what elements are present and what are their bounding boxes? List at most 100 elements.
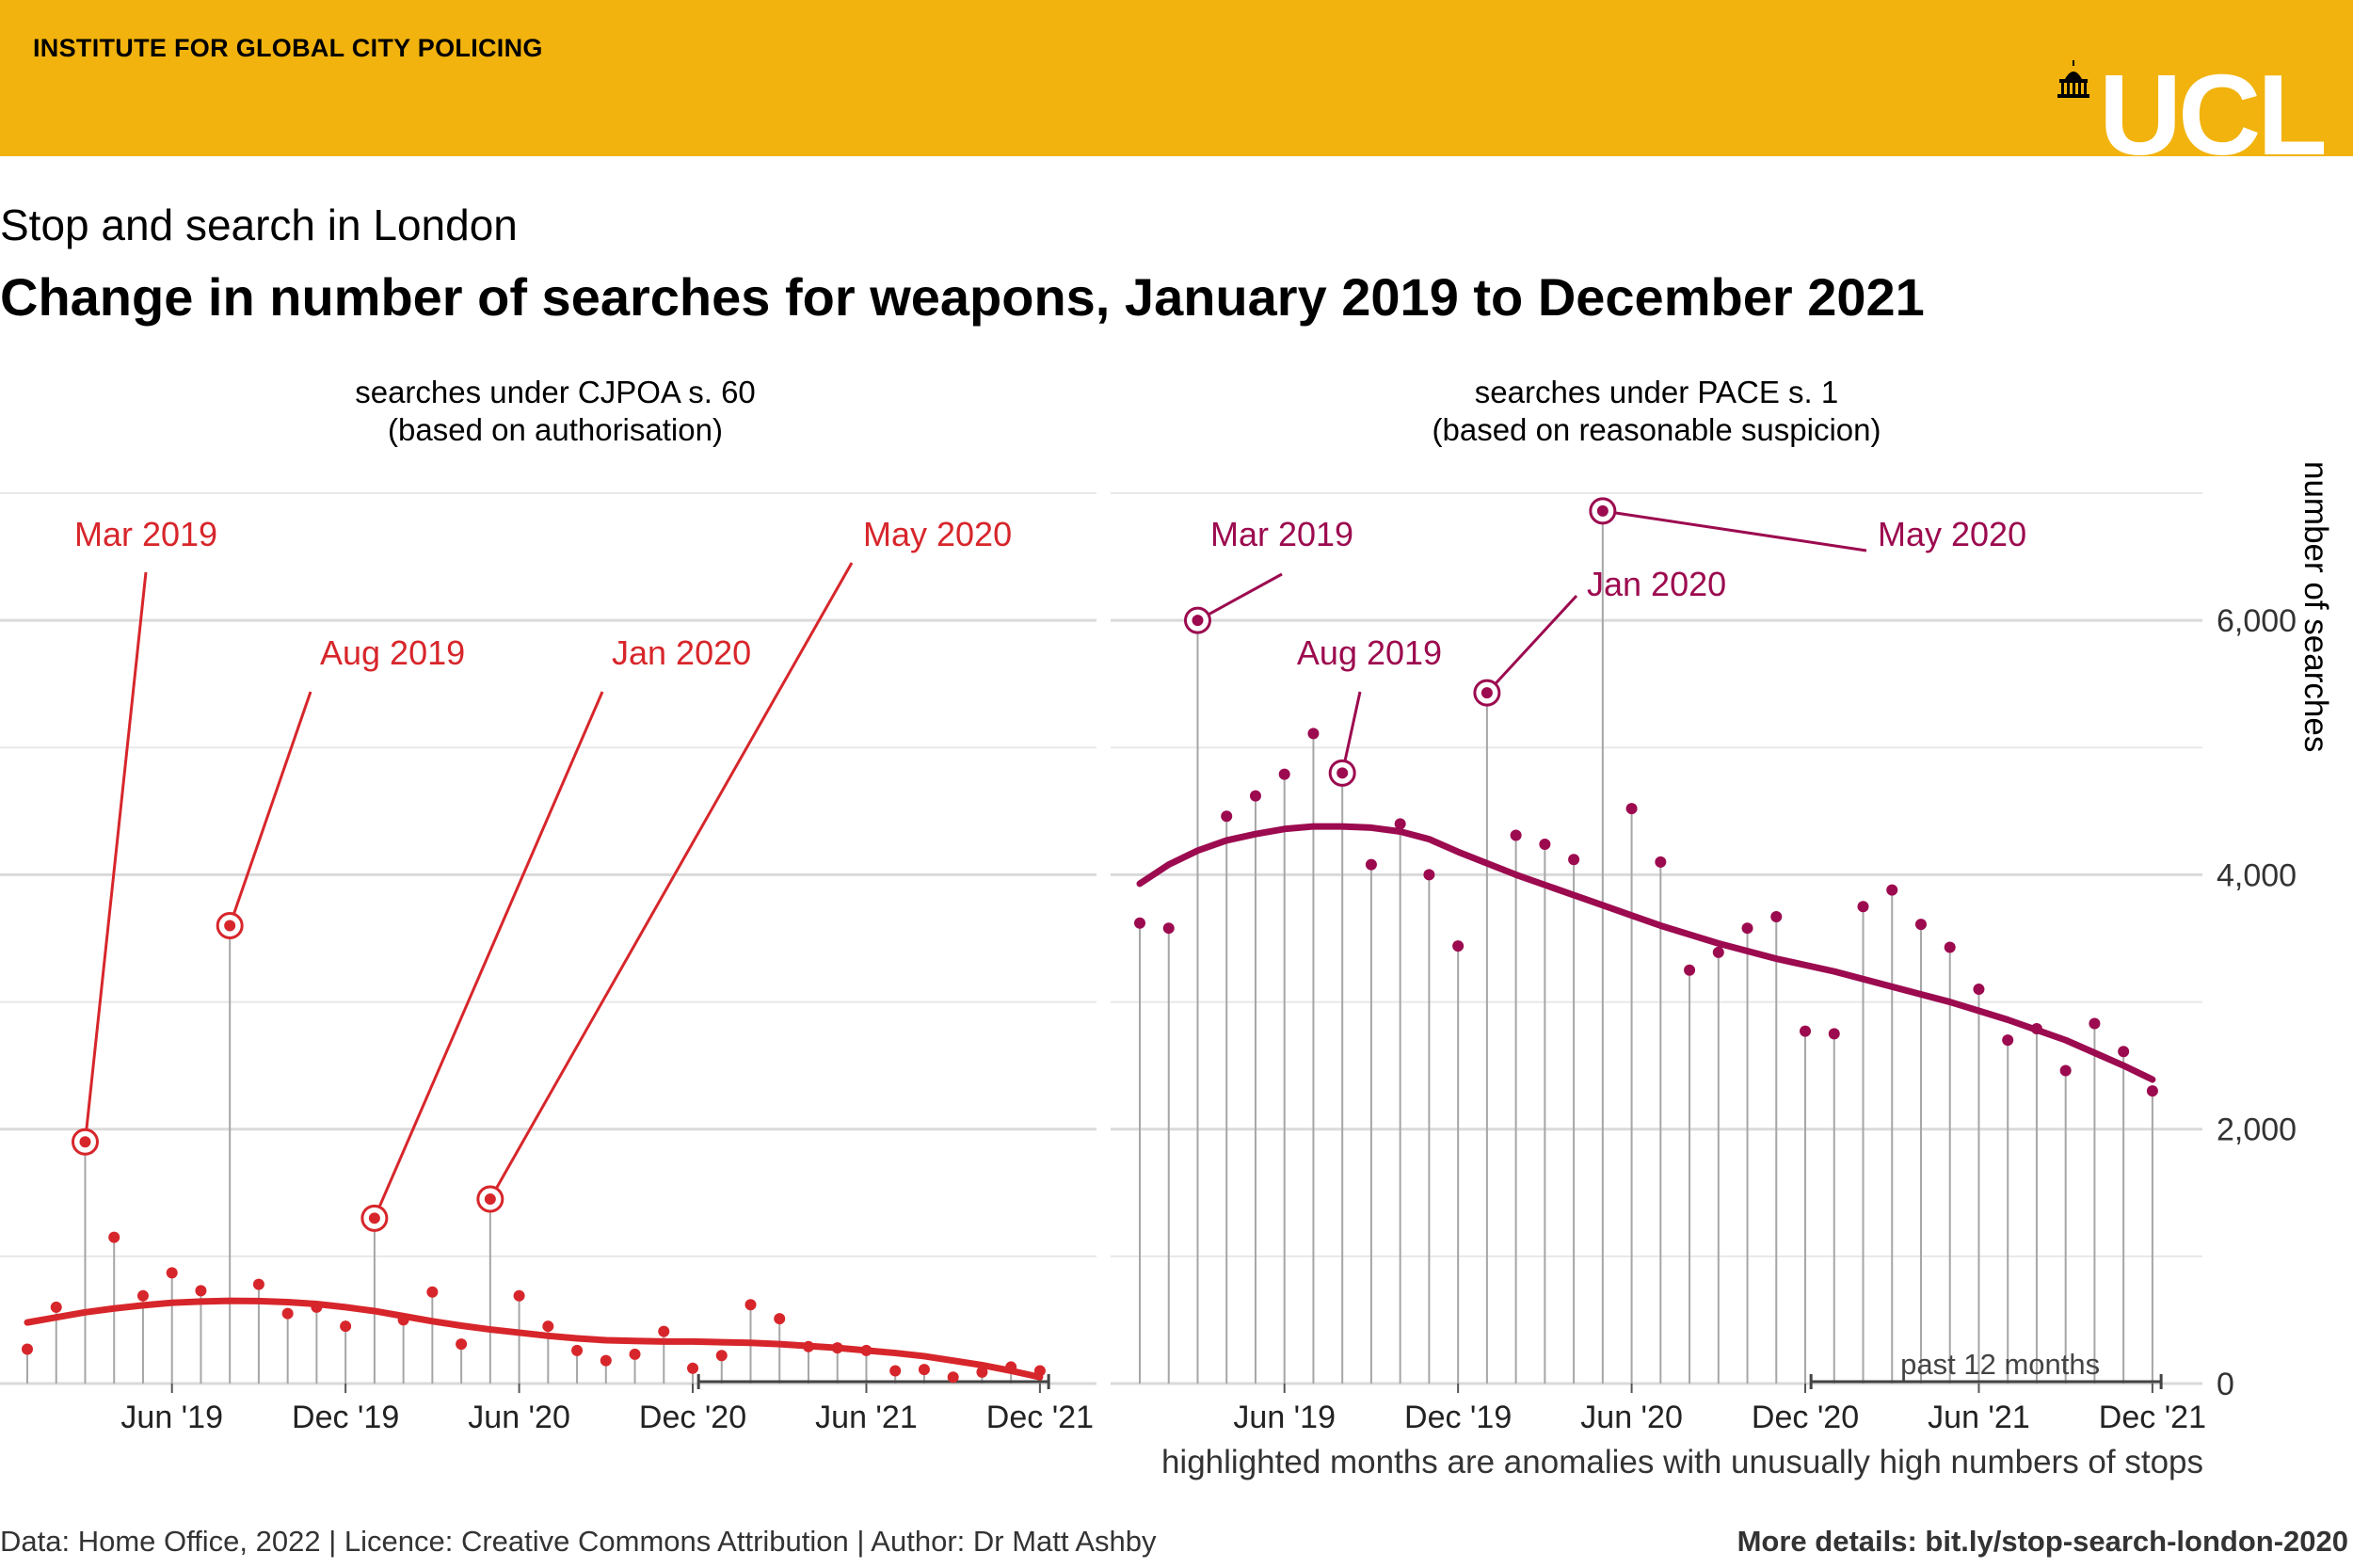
data-point: [456, 1338, 468, 1351]
anomaly-connector: [85, 571, 148, 1129]
anomaly-point: [79, 1136, 91, 1148]
data-point: [802, 1340, 814, 1352]
anomaly-label: Jan 2020: [1587, 565, 1726, 603]
anomaly-label: Mar 2019: [74, 515, 217, 553]
data-point: [1741, 922, 1753, 935]
data-point: [1394, 818, 1406, 830]
x-tick-label: Dec '20: [639, 1400, 746, 1435]
data-point: [1033, 1365, 1046, 1377]
data-point: [1625, 803, 1638, 815]
data-point: [947, 1371, 959, 1384]
portico-icon: [2057, 60, 2089, 98]
data-point: [744, 1299, 757, 1311]
past-12-months-label: past 12 months: [1900, 1348, 2100, 1381]
data-point: [542, 1320, 554, 1333]
data-point: [340, 1320, 352, 1333]
data-point: [2146, 1085, 2158, 1097]
data-point: [1828, 1028, 1840, 1040]
chart-title: Change in number of searches for weapons…: [0, 267, 1925, 327]
data-point: [1568, 854, 1580, 866]
anomaly-label: Aug 2019: [1297, 633, 1442, 672]
x-tick-label: Dec '21: [986, 1400, 1094, 1435]
data-point: [513, 1289, 525, 1302]
anomaly-point: [368, 1212, 380, 1224]
data-point: [2089, 1017, 2101, 1030]
anomaly-point: [1481, 687, 1493, 699]
data-point: [860, 1344, 872, 1356]
data-point: [166, 1267, 178, 1279]
data-point: [1510, 829, 1522, 841]
panel-title-s60: searches under CJPOA s. 60 (based on aut…: [226, 374, 885, 449]
data-point: [1162, 922, 1175, 935]
anomaly-note: highlighted months are anomalies with un…: [1160, 1444, 2203, 1480]
data-point: [2002, 1034, 2014, 1047]
data-point: [658, 1325, 670, 1337]
anomaly-point: [1192, 615, 1204, 627]
data-point: [1973, 984, 1985, 996]
panel-title-s60-line2: (based on authorisation): [388, 412, 723, 447]
y-tick-label: 4,000: [2217, 857, 2297, 893]
anomaly-connector: [1615, 511, 1867, 552]
data-point: [831, 1342, 843, 1354]
data-point: [571, 1344, 584, 1356]
footer-link: More details: bit.ly/stop-search-london-…: [1737, 1525, 2348, 1558]
anomaly-connector: [378, 691, 604, 1208]
y-tick-label: 6,000: [2217, 603, 2297, 639]
panel-s60: Mar 2019 Aug 2019 Jan 2020 May 2020 Jun '19 D…: [0, 492, 1096, 1435]
y-axis-title: number of searches: [2297, 461, 2334, 753]
data-point: [108, 1231, 120, 1243]
data-point: [889, 1365, 902, 1377]
data-point: [311, 1301, 323, 1313]
data-point: [918, 1364, 930, 1376]
x-tick-label: Jun '21: [815, 1400, 918, 1435]
data-point: [1914, 919, 1927, 931]
data-point: [1307, 728, 1320, 740]
x-tick-label: Jun '21: [1928, 1400, 2030, 1435]
data-point: [426, 1286, 439, 1298]
data-point: [1134, 917, 1145, 929]
data-point: [1944, 941, 1956, 953]
data-point: [1452, 940, 1465, 952]
x-tick-label: Jun '19: [1233, 1400, 1336, 1435]
anomaly-point: [224, 920, 236, 932]
anomaly-label: May 2020: [863, 515, 1012, 553]
y-tick-label: 0: [2217, 1367, 2234, 1402]
logo-text: UCL: [2099, 56, 2324, 160]
data-point: [715, 1350, 728, 1362]
anomaly-connector: [1343, 691, 1362, 760]
panel-title-pace: searches under PACE s. 1 (based on reaso…: [1327, 374, 1986, 449]
data-point: [1365, 858, 1377, 871]
data-point: [281, 1307, 294, 1320]
data-point: [22, 1343, 33, 1355]
data-point: [1005, 1361, 1017, 1373]
chart-subtitle: Stop and search in London: [0, 200, 518, 249]
panel-title-pace-line1: searches under PACE s. 1: [1474, 375, 1839, 409]
anomaly-connector: [495, 562, 854, 1189]
data-point: [1684, 964, 1696, 976]
data-point: [1800, 1025, 1812, 1037]
data-point: [1221, 810, 1233, 823]
data-point: [2118, 1046, 2130, 1058]
anomaly-label: May 2020: [1878, 515, 2026, 553]
data-point: [629, 1348, 641, 1360]
anomaly-label: Jan 2020: [612, 633, 751, 672]
data-point: [976, 1366, 988, 1378]
x-tick-label: Dec '21: [2099, 1400, 2206, 1435]
institute-name: INSTITUTE FOR GLOBAL CITY POLICING: [33, 34, 543, 62]
panel-pace: past 12 months Mar 2019 Aug 2019 Jan 2020 Ma…: [1111, 492, 2297, 1435]
anomaly-connector: [232, 691, 312, 914]
data-point: [1886, 884, 1898, 896]
anomaly-point: [1596, 504, 1609, 517]
footer-credits: Data: Home Office, 2022 | Licence: Creat…: [0, 1525, 1157, 1558]
anomaly-label: Aug 2019: [320, 633, 465, 672]
trend-line: [24, 1297, 1044, 1381]
ucl-logo: UCL: [2057, 56, 2328, 160]
data-point: [195, 1285, 207, 1297]
data-point: [600, 1354, 612, 1367]
header-banner: [0, 0, 2353, 156]
x-tick-label: Jun '20: [468, 1400, 570, 1435]
x-tick-label: Jun '20: [1580, 1400, 1683, 1435]
data-point: [687, 1362, 699, 1374]
data-point: [1770, 911, 1783, 923]
